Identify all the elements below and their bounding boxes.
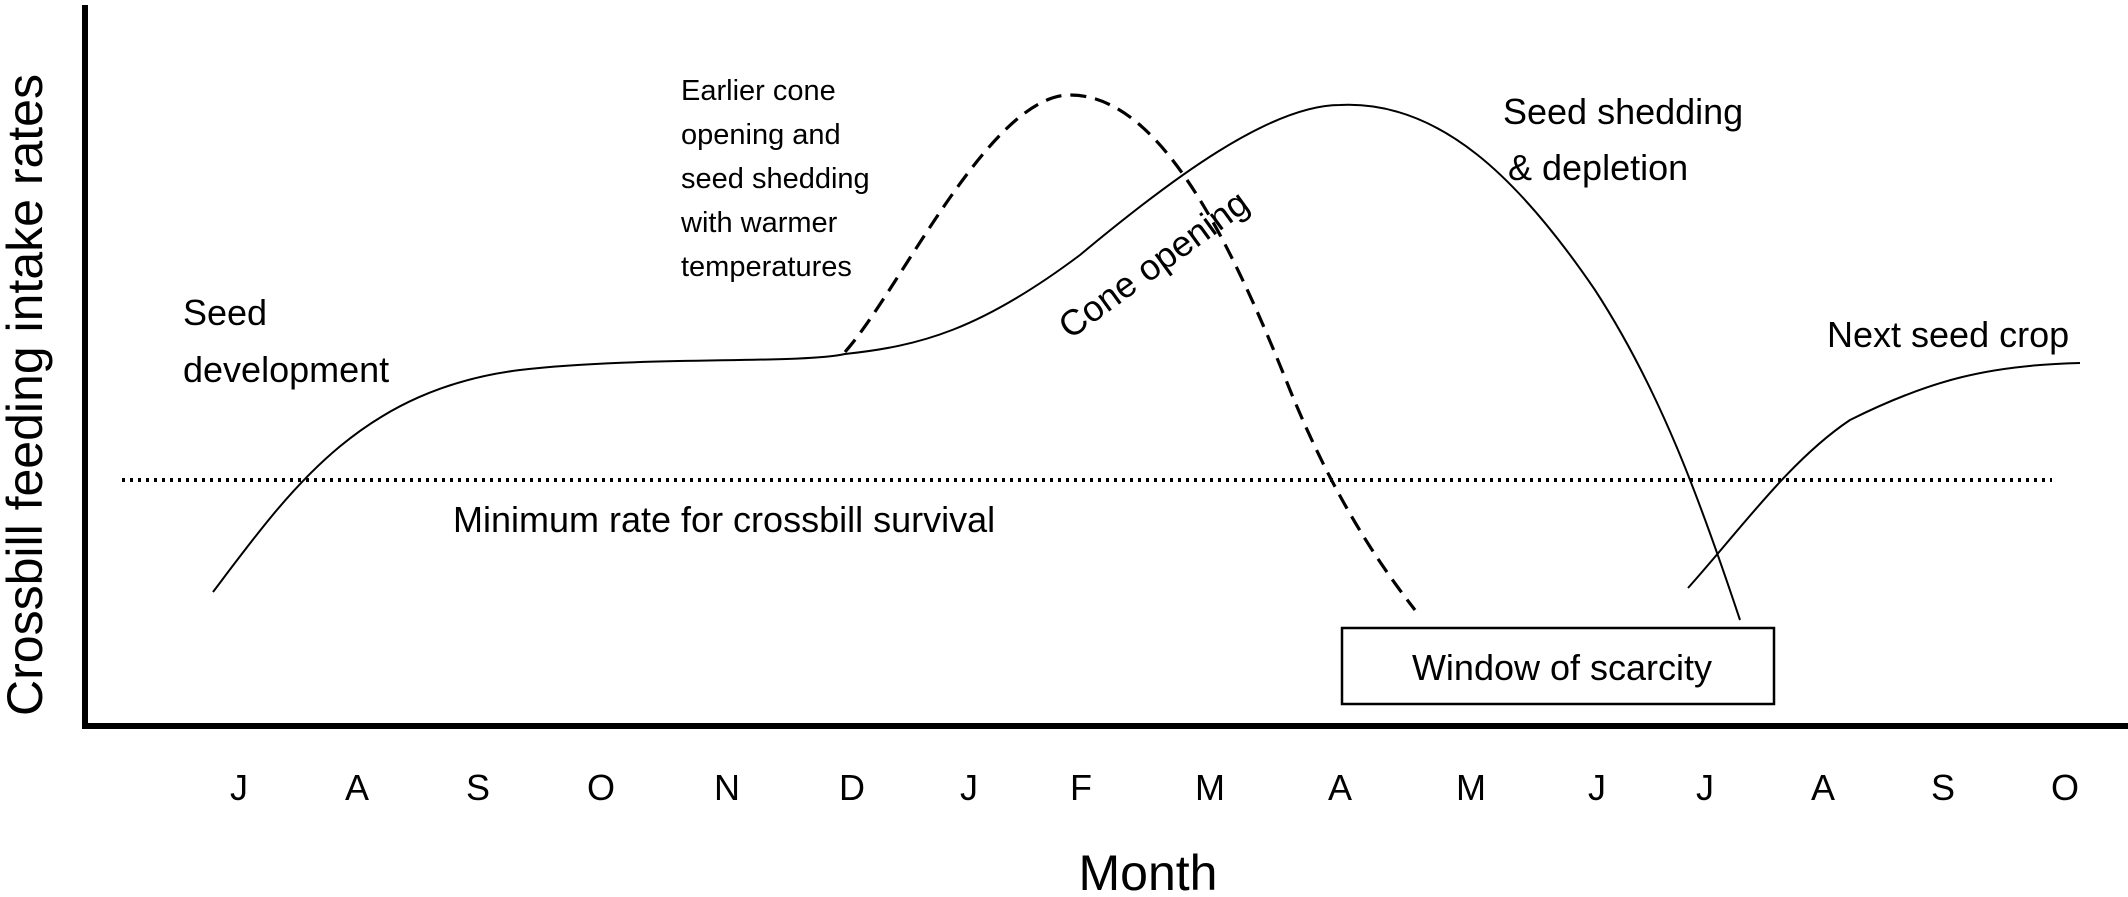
month-tick-label: S — [1931, 767, 1955, 808]
seed-development-label-line2: development — [183, 349, 389, 390]
month-tick-label: A — [1811, 767, 1835, 808]
month-tick-label: A — [1328, 767, 1352, 808]
seed-development-label-line1: Seed — [183, 292, 267, 333]
window-of-scarcity-label: Window of scarcity — [1412, 647, 1712, 688]
month-tick-label: D — [839, 767, 865, 808]
month-tick-label: S — [466, 767, 490, 808]
month-tick-label: M — [1456, 767, 1486, 808]
earlier-cone-opening-curve — [843, 93, 1417, 611]
cone-opening-label: Cone opening — [1051, 182, 1256, 347]
x-axis-title: Month — [1079, 845, 1218, 897]
minimum-rate-label: Minimum rate for crossbill survival — [453, 499, 995, 540]
month-tick-label: J — [230, 767, 248, 808]
month-tick-label: F — [1070, 767, 1092, 808]
y-axis-title: Crossbill feeding intake rates — [0, 74, 53, 716]
month-tick-label: J — [1588, 767, 1606, 808]
month-tick-label: N — [714, 767, 740, 808]
month-tick-label: O — [2051, 767, 2079, 808]
earlier-cone-label-line2: opening and — [681, 119, 841, 151]
month-tick-label: M — [1195, 767, 1225, 808]
earlier-cone-label-line4: with warmer — [680, 207, 838, 239]
month-tick-label: A — [345, 767, 369, 808]
seed-shedding-label-line2: & depletion — [1508, 147, 1688, 188]
window-of-scarcity-box — [1340, 626, 1776, 706]
seed-crop-curve — [212, 103, 1741, 621]
seed-shedding-label-line1: Seed shedding — [1503, 91, 1743, 132]
earlier-cone-label-line5: temperatures — [681, 251, 852, 283]
month-tick-labels: J A S O N D J F M A M J J A S O — [230, 767, 2079, 808]
next-seed-crop-curve — [1687, 362, 2081, 589]
next-seed-crop-label: Next seed crop — [1827, 314, 2069, 355]
earlier-cone-label-line3: seed shedding — [681, 163, 870, 195]
month-tick-label: J — [960, 767, 978, 808]
month-tick-label: O — [587, 767, 615, 808]
earlier-cone-label-line1: Earlier cone — [681, 75, 836, 107]
month-tick-label: J — [1696, 767, 1714, 808]
